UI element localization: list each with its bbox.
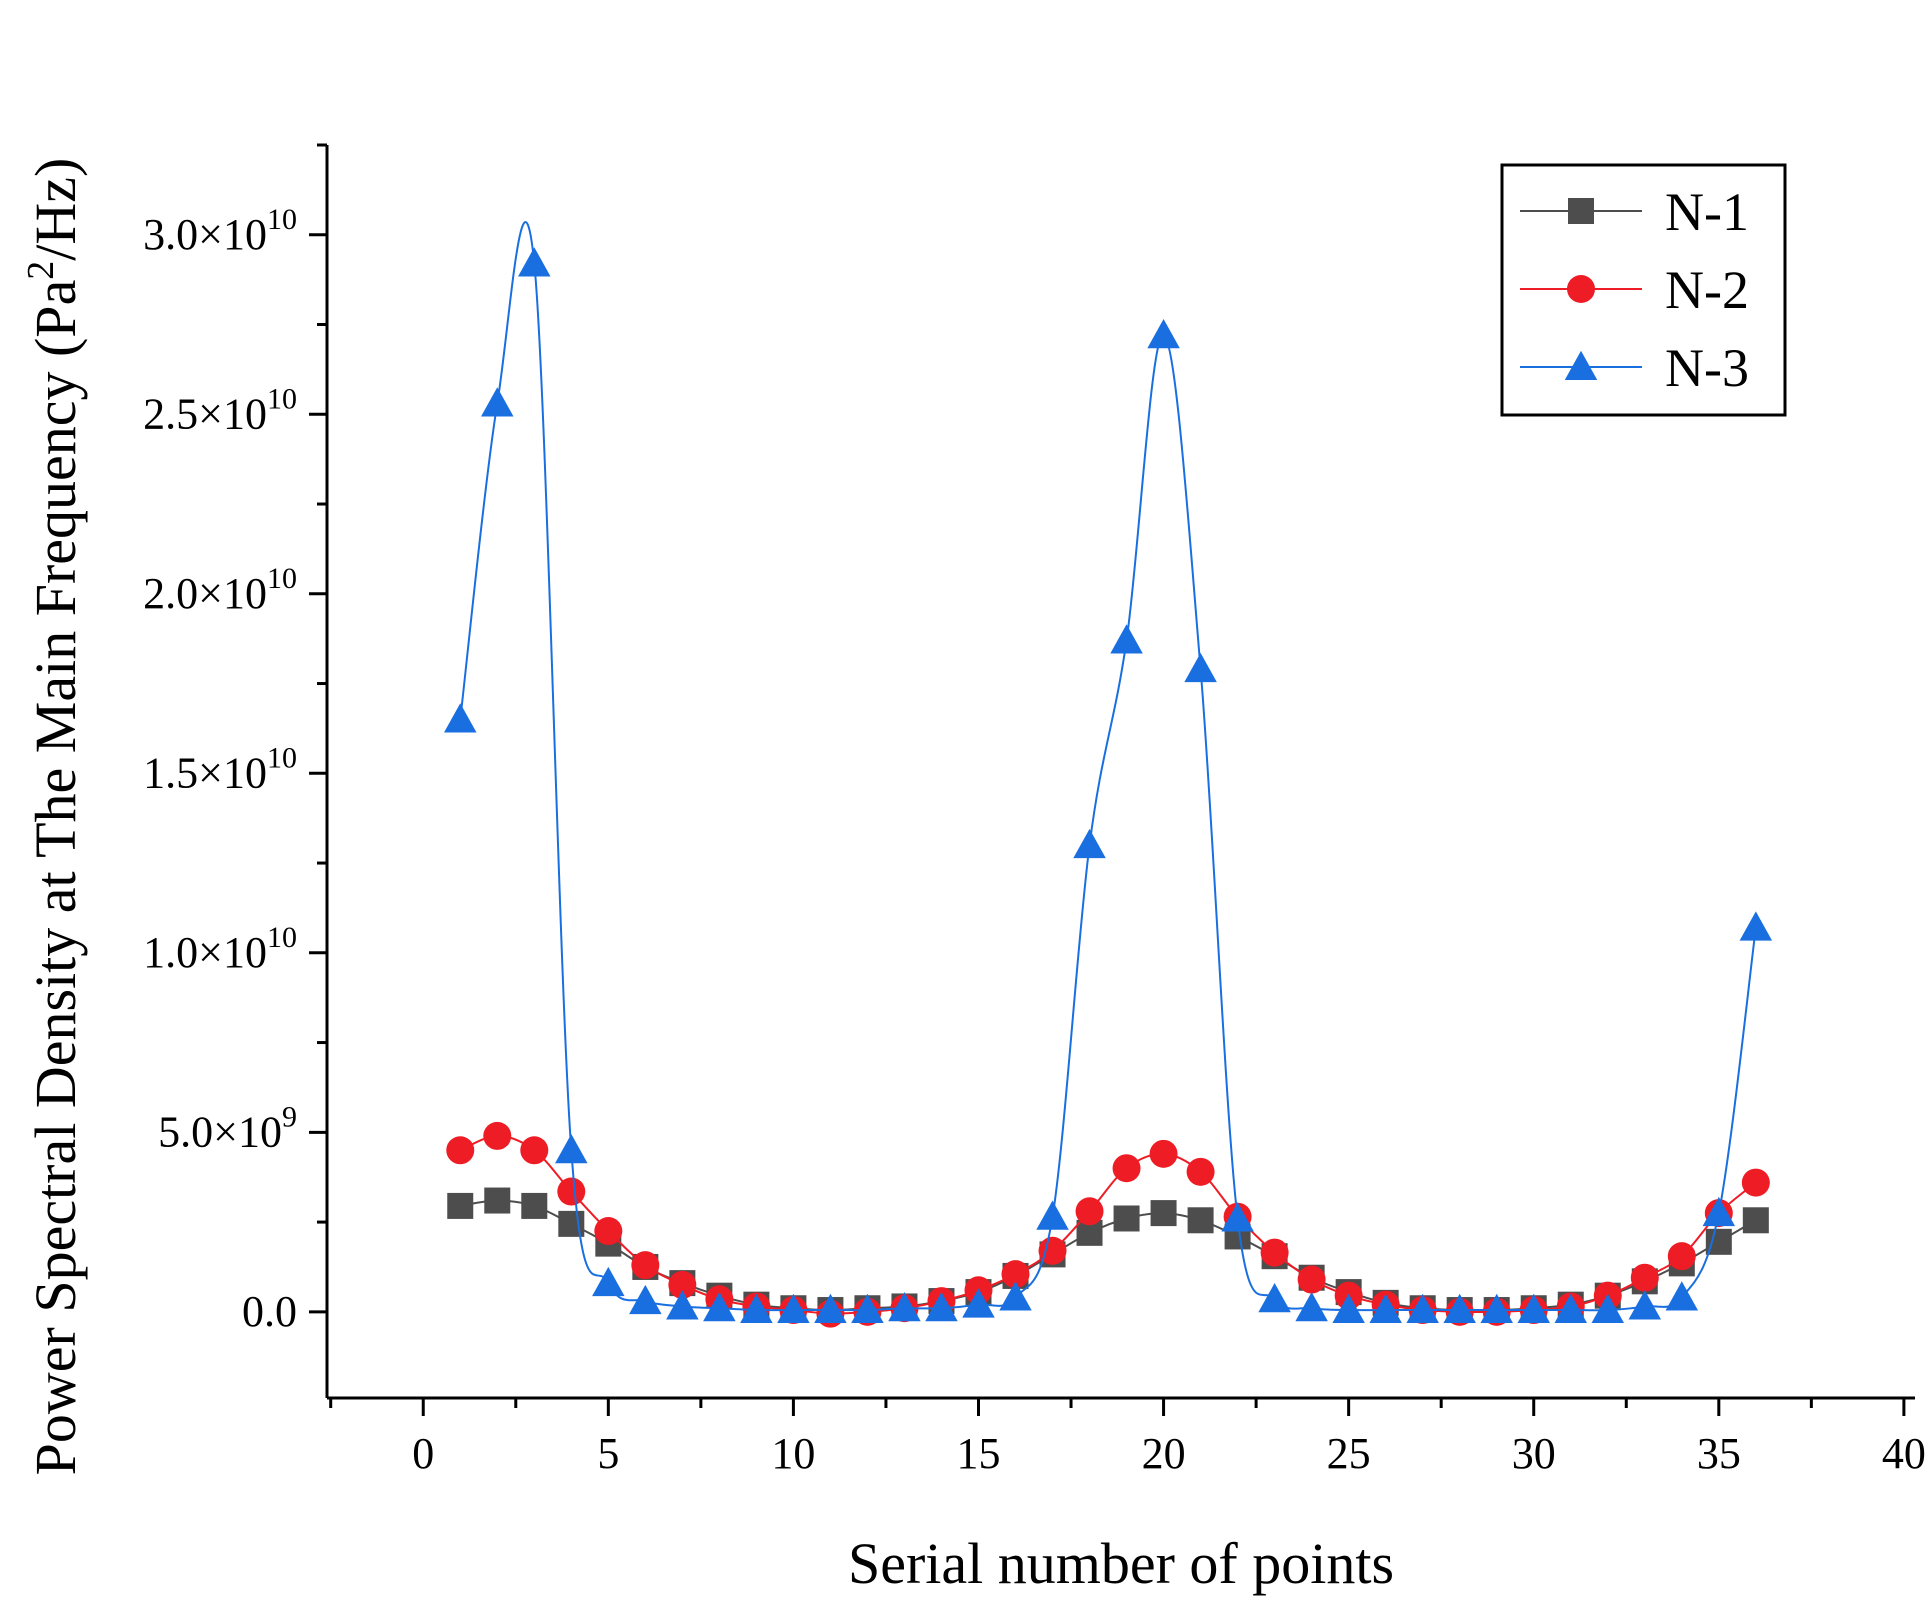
data-point-n-2 xyxy=(1260,1238,1289,1267)
legend: N-1 N-2 N-3 xyxy=(1500,163,1787,417)
data-point-n-3 xyxy=(1480,1293,1513,1324)
x-tick-label: 35 xyxy=(1697,1429,1741,1478)
data-point-n-3 xyxy=(1369,1293,1402,1324)
data-point-n-1 xyxy=(1113,1205,1140,1232)
data-point-n-3 xyxy=(740,1293,773,1324)
data-point-n-2 xyxy=(1667,1242,1696,1271)
x-axis-title: Serial number of points xyxy=(848,1531,1394,1596)
data-point-n-3 xyxy=(1702,1196,1736,1227)
data-point-n-2 xyxy=(1038,1236,1067,1265)
legend-marker-n-3 xyxy=(1564,350,1598,380)
data-point-n-3 xyxy=(777,1293,810,1324)
data-point-n-2 xyxy=(1112,1154,1141,1183)
data-point-n-2 xyxy=(631,1251,660,1280)
data-point-n-3 xyxy=(814,1293,847,1324)
data-point-n-3 xyxy=(1554,1293,1587,1324)
data-point-n-3 xyxy=(1036,1200,1069,1230)
data-point-n-3 xyxy=(518,247,551,277)
y-tick-label: 3.0×1010 xyxy=(143,203,297,259)
x-tick-label: 25 xyxy=(1327,1429,1371,1478)
data-point-n-2 xyxy=(1741,1168,1770,1197)
data-point-n-3 xyxy=(1665,1281,1699,1311)
data-point-n-3 xyxy=(1073,828,1106,859)
data-point-n-2 xyxy=(557,1177,586,1206)
y-axis-title: Power Spectral Density at The Main Frequ… xyxy=(20,158,88,1476)
y-tick-label: 5.0×109 xyxy=(158,1100,297,1156)
data-point-n-3 xyxy=(925,1291,958,1322)
data-point-n-3 xyxy=(1739,911,1773,941)
y-axis-title-main: Power Spectral Density at The Main Frequ… xyxy=(23,280,88,1476)
data-point-n-2 xyxy=(1297,1265,1326,1294)
data-point-n-3 xyxy=(1443,1293,1476,1324)
data-point-n-3 xyxy=(1258,1283,1291,1313)
data-point-n-3 xyxy=(629,1284,662,1315)
data-point-n-3 xyxy=(1110,624,1143,654)
data-point-n-1 xyxy=(521,1192,548,1219)
x-tick-label: 40 xyxy=(1882,1429,1926,1478)
legend-label-n-3: N-3 xyxy=(1665,338,1749,398)
data-point-n-2 xyxy=(1186,1157,1215,1186)
data-point-n-1 xyxy=(447,1192,474,1219)
data-point-n-3 xyxy=(1591,1293,1625,1324)
data-point-n-3 xyxy=(555,1134,588,1164)
legend-label-n-2: N-2 xyxy=(1665,260,1749,320)
data-point-n-3 xyxy=(1184,652,1217,683)
data-point-n-1 xyxy=(1187,1207,1214,1234)
data-point-n-3 xyxy=(1406,1293,1439,1324)
y-tick-label: 1.0×1010 xyxy=(143,921,297,977)
data-point-n-1 xyxy=(1742,1207,1769,1234)
data-point-n-3 xyxy=(703,1291,736,1322)
data-point-n-3 xyxy=(888,1291,921,1322)
data-point-n-2 xyxy=(520,1136,549,1165)
x-tick-label: 10 xyxy=(771,1429,815,1478)
legend-marker-n-2 xyxy=(1567,275,1595,303)
data-point-n-1 xyxy=(1150,1200,1177,1227)
x-tick-label: 15 xyxy=(956,1429,1000,1478)
x-tick-label: 30 xyxy=(1512,1429,1556,1478)
y-axis-title-sup: 2 xyxy=(20,261,62,280)
legend-label-n-1: N-1 xyxy=(1665,182,1749,242)
y-axis-title-tail: /Hz) xyxy=(23,158,88,261)
data-point-n-3 xyxy=(999,1281,1032,1311)
series-n-3 xyxy=(444,221,1773,1324)
axes: 0 5 10 15 20 25 30 35 40 0.0 5.0×109 1.0×1010 1.5×10… xyxy=(143,143,1926,1478)
data-point-n-2 xyxy=(1075,1197,1104,1226)
data-point-n-3 xyxy=(1221,1202,1254,1232)
x-tick-label: 0 xyxy=(412,1429,434,1478)
data-point-n-3 xyxy=(481,387,514,417)
data-point-n-2 xyxy=(1149,1139,1178,1168)
series-layer xyxy=(444,221,1773,1328)
y-tick-label: 0.0 xyxy=(242,1287,297,1336)
data-point-n-3 xyxy=(1517,1293,1550,1324)
data-point-n-2 xyxy=(1630,1263,1659,1292)
data-point-n-2 xyxy=(1001,1260,1030,1289)
data-point-n-2 xyxy=(483,1121,512,1150)
data-point-n-3 xyxy=(1628,1290,1662,1320)
data-point-n-2 xyxy=(594,1217,623,1246)
data-point-n-3 xyxy=(1332,1293,1365,1324)
x-tick-label: 5 xyxy=(597,1429,619,1478)
y-tick-label: 1.5×1010 xyxy=(143,741,297,797)
x-tick-label: 20 xyxy=(1142,1429,1186,1478)
data-point-n-2 xyxy=(668,1270,697,1299)
data-point-n-3 xyxy=(1295,1291,1328,1322)
data-point-n-3 xyxy=(962,1288,995,1318)
data-point-n-3 xyxy=(666,1290,699,1320)
y-tick-label: 2.5×1010 xyxy=(143,382,297,438)
data-point-n-1 xyxy=(484,1187,511,1214)
data-point-n-3 xyxy=(592,1266,625,1297)
data-point-n-3 xyxy=(444,703,477,733)
data-point-n-3 xyxy=(851,1293,884,1324)
data-point-n-2 xyxy=(446,1136,475,1165)
legend-marker-n-1 xyxy=(1568,198,1594,224)
data-point-n-3 xyxy=(1147,319,1180,349)
y-tick-label: 2.0×1010 xyxy=(143,562,297,618)
